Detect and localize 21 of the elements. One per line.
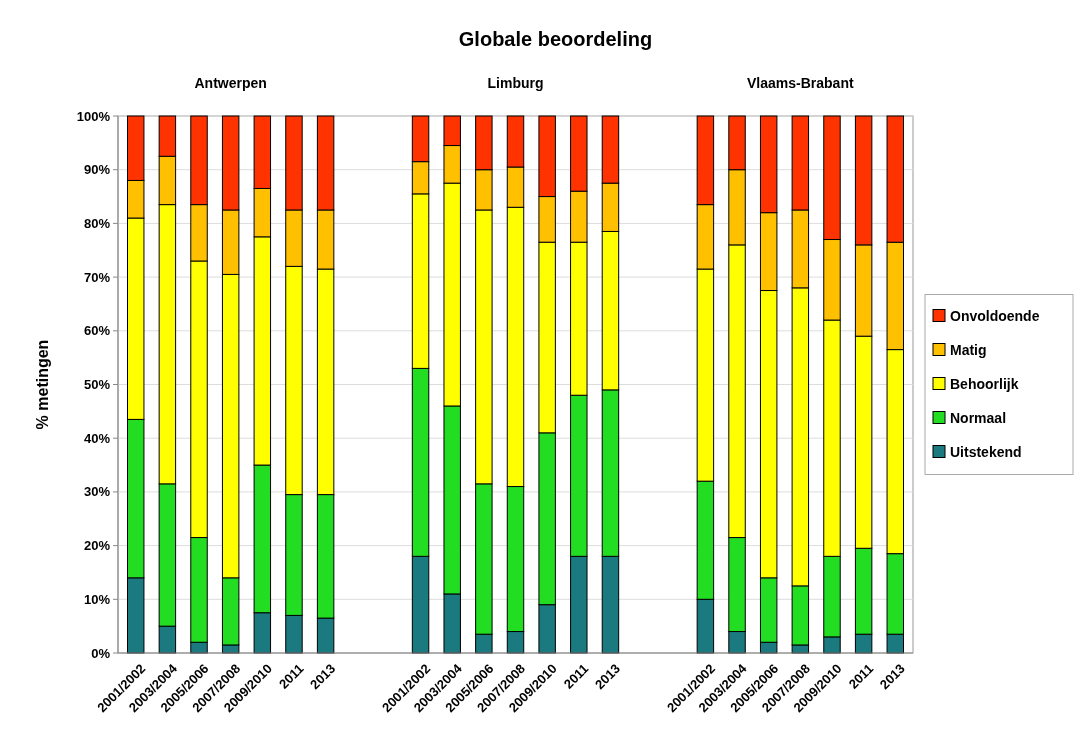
- y-tick-label: 90%: [83, 162, 111, 178]
- text: Antwerpen: [194, 75, 267, 91]
- y-tick-label: 20%: [83, 538, 111, 554]
- legend-label: Behoorlijk: [950, 376, 1019, 393]
- y-axis-title: % metingen: [34, 339, 51, 430]
- y-tick-label: 100%: [76, 108, 111, 124]
- y-tick-label: 30%: [83, 484, 111, 500]
- legend-label: Uitstekend: [950, 444, 1022, 461]
- legend-label: Matig: [950, 342, 987, 359]
- y-tick-label: 70%: [83, 269, 111, 285]
- chart-title: Globale beoordeling: [458, 28, 653, 50]
- legend-label: Onvoldoende: [950, 308, 1040, 325]
- y-tick-label: 0%: [91, 645, 111, 661]
- y-tick-label: 50%: [83, 377, 111, 393]
- y-tick-label: 60%: [83, 323, 111, 339]
- y-tick-label: 40%: [83, 430, 111, 446]
- y-tick-label: 10%: [83, 591, 111, 607]
- y-tick-label: 80%: [83, 215, 111, 231]
- text: Vlaams-Brabant: [747, 75, 854, 91]
- legend-label: Normaal: [950, 410, 1007, 427]
- text: Limburg: [487, 75, 544, 91]
